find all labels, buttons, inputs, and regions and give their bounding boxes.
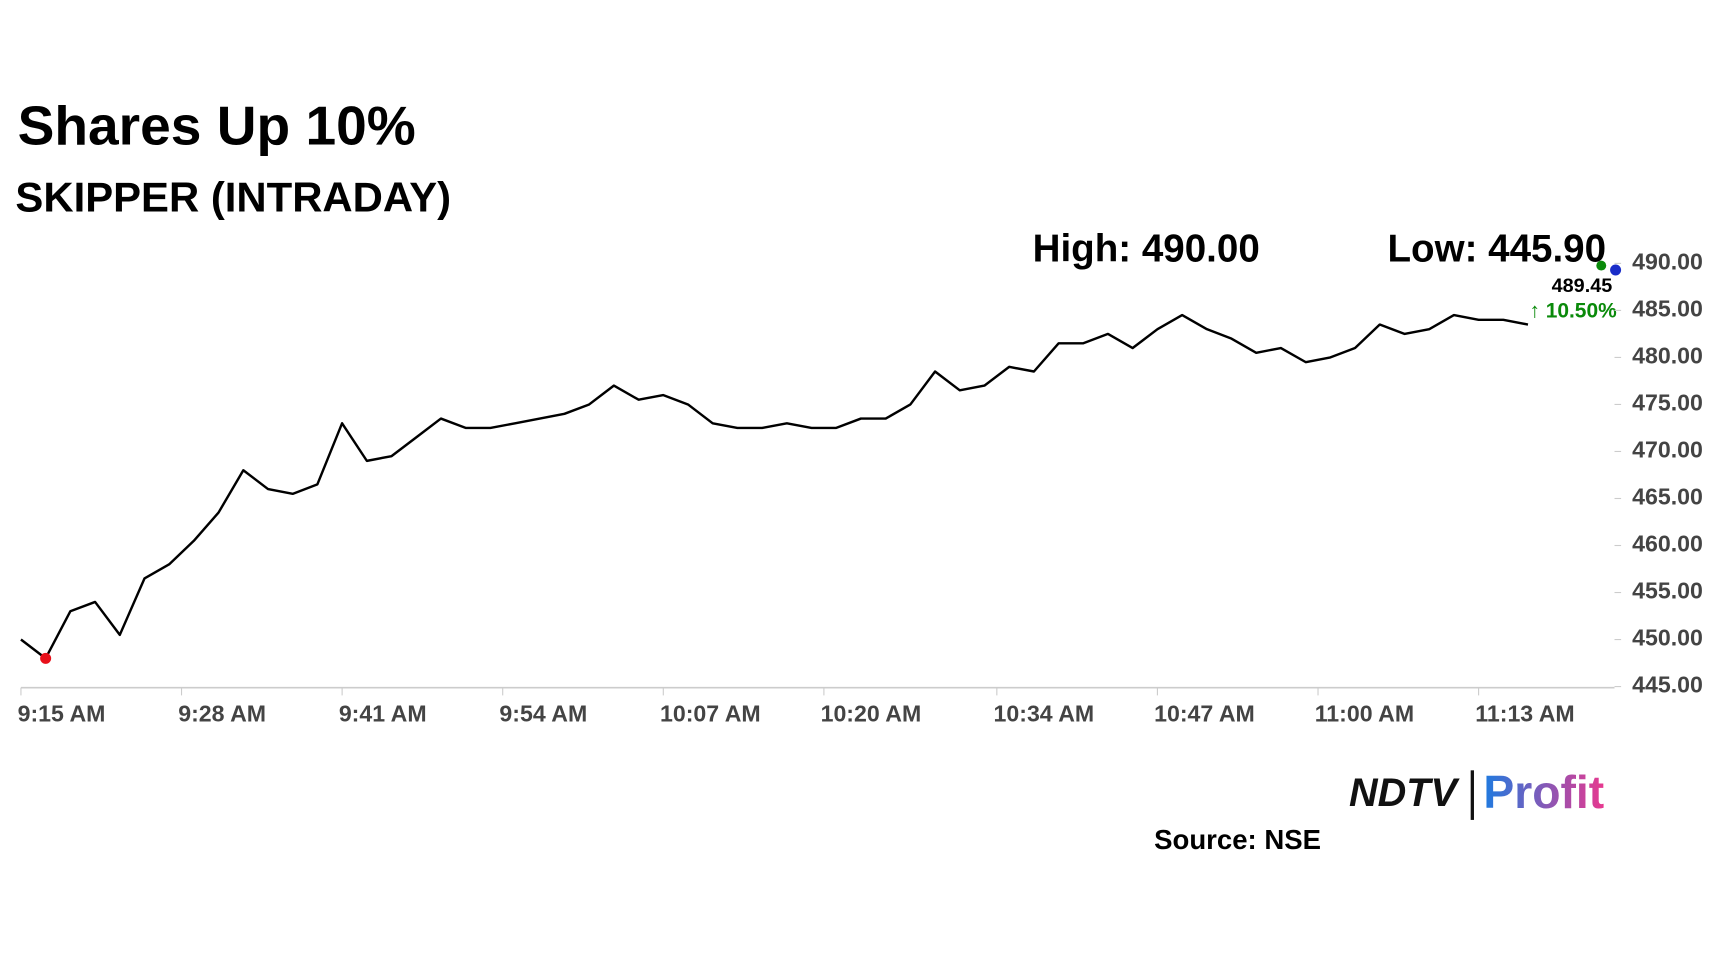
x-tick-label: 9:15 AM [18, 700, 106, 726]
x-tick-label: 10:20 AM [821, 700, 922, 726]
y-tick-label: 470.00 [1632, 437, 1703, 463]
x-tick-label: 11:00 AM [1315, 700, 1414, 726]
y-tick-label: 490.00 [1632, 248, 1703, 274]
low-label: Low: 445.90 [1387, 227, 1606, 270]
x-tick-label: 9:54 AM [499, 700, 587, 726]
y-tick-label: 465.00 [1632, 484, 1703, 510]
y-tick-label: 455.00 [1632, 578, 1703, 604]
price-line [20, 313, 1529, 660]
y-tick-label: 485.00 [1632, 296, 1703, 322]
x-tick-label: 10:47 AM [1154, 700, 1255, 726]
x-tick-label: 9:41 AM [339, 700, 427, 726]
marker-dot [1610, 264, 1622, 276]
chart-title: Shares Up 10% [18, 95, 416, 157]
y-tick-label: 450.00 [1632, 625, 1703, 651]
y-tick-label: 475.00 [1632, 390, 1703, 416]
x-tick-label: 10:34 AM [994, 700, 1095, 726]
x-tick-label: 11:13 AM [1475, 700, 1574, 726]
change-arrow: ↑ [1530, 299, 1540, 322]
y-tick-label: 480.00 [1632, 343, 1703, 369]
high-label: High: 490.00 [1033, 227, 1260, 270]
chart-subtitle: SKIPPER (INTRADAY) [15, 174, 451, 221]
logo-left: NDTV [1349, 771, 1461, 815]
last-price: 489.45 [1552, 275, 1613, 297]
y-tick-label: 445.00 [1632, 672, 1703, 698]
x-tick-label: 10:07 AM [660, 700, 761, 726]
x-tick-label: 9:28 AM [178, 700, 266, 726]
marker-dot [1596, 260, 1607, 271]
logo-right: Profit [1483, 766, 1604, 818]
low-point [40, 652, 52, 664]
y-tick-label: 460.00 [1632, 531, 1703, 557]
source: Source: NSE [1154, 824, 1321, 855]
change: 10.50% [1546, 299, 1617, 322]
